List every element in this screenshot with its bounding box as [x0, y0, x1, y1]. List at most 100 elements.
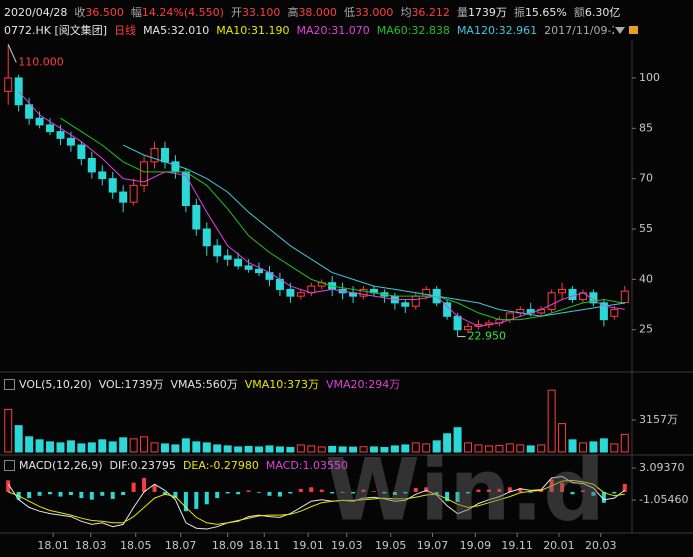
macd-bar: [183, 491, 188, 512]
macd-bar: [382, 491, 387, 494]
macd-bar: [298, 488, 303, 492]
x-tick-label: 18.03: [75, 539, 107, 552]
macd-legend: MACD:1.03550: [265, 459, 349, 472]
quote-label: 开: [230, 6, 242, 19]
candle-body: [140, 161, 149, 186]
volume-legend-row: VOL(5,10,20) VOL:1739万 VMA5:560万 VMA10:373万…: [4, 376, 400, 392]
macd-bar: [267, 491, 272, 496]
x-tick-label: 20.01: [543, 539, 575, 552]
quote-label: 均: [400, 6, 412, 19]
quote-value: 15.65%: [524, 6, 567, 19]
quote-item: 收36.500: [74, 4, 124, 20]
quote-item: 低33.000: [344, 4, 394, 20]
max-label: 110.000: [18, 55, 64, 68]
quote-value: 36.500: [85, 6, 124, 19]
volume-bar: [25, 436, 34, 453]
x-tick-label: 19.09: [460, 539, 492, 552]
volume-bar: [568, 439, 577, 453]
volume-bar: [98, 439, 107, 453]
macd-line: [7, 475, 626, 530]
volume-bar: [35, 439, 44, 453]
candle-body: [223, 255, 232, 260]
macd-bar: [236, 491, 241, 495]
macd-bar: [27, 491, 32, 499]
help-box: [4, 378, 15, 390]
volume-bar: [171, 444, 180, 453]
y-tick-label: 25: [639, 323, 653, 336]
volume-bar: [14, 425, 23, 453]
volume-bar: [401, 444, 410, 453]
x-tick-label: 19.01: [292, 539, 324, 552]
macd-bar: [340, 491, 345, 493]
volume-bar: [495, 444, 504, 453]
candle-body: [98, 171, 107, 180]
volume-bar: [255, 446, 264, 453]
ma-line: [18, 91, 625, 327]
volume-bar: [422, 443, 431, 453]
macd-bar: [486, 489, 491, 492]
volume-bar: [432, 440, 441, 453]
volume-bar: [77, 443, 86, 453]
volume-bar: [181, 438, 190, 453]
candle-body: [4, 77, 13, 92]
candle-body: [547, 292, 556, 311]
volume-bar: [505, 443, 514, 453]
macd-bar: [445, 491, 450, 502]
volume-bar: [66, 440, 75, 453]
min-label: 22.950: [468, 330, 507, 343]
macd-legend: DEA:-0.27980: [182, 459, 259, 472]
volume-bar: [307, 445, 316, 453]
candle-body: [77, 144, 86, 160]
quote-item: 均36.212: [400, 4, 450, 20]
quote-value: 33.000: [354, 6, 394, 19]
volume-bar: [589, 441, 598, 453]
quote-row: 2020/04/28 收36.500 幅14.24%(4.550) 开33.100 高3…: [4, 4, 620, 20]
volume-bar: [610, 443, 619, 453]
macd-bar: [288, 491, 293, 494]
volume-bar: [411, 442, 420, 453]
volume-bar: [213, 444, 222, 453]
help-box: [4, 460, 15, 471]
quote-label: 高: [287, 6, 299, 19]
dropdown-icon[interactable]: [615, 27, 625, 34]
macd-bar: [110, 491, 115, 499]
candle-body: [171, 161, 180, 173]
macd-bar: [560, 482, 565, 492]
candle-body: [56, 131, 65, 139]
volume-bar: [578, 442, 587, 453]
candle-body: [234, 258, 243, 267]
ma-legend: MA10:31.190: [216, 23, 290, 37]
candle-body: [401, 302, 410, 307]
quote-label: 额: [573, 6, 585, 19]
quote-value: 14.24%(4.550): [141, 6, 224, 19]
macd-bar: [152, 484, 157, 492]
candle-body: [359, 288, 368, 297]
macd-bar: [392, 491, 397, 496]
lock-icon[interactable]: [629, 26, 638, 34]
macd-bar: [173, 491, 178, 499]
macd-bar: [246, 490, 251, 492]
candle-body: [46, 124, 55, 133]
macd-bar: [277, 491, 282, 497]
quote-label: 振: [513, 6, 525, 19]
macd-bar: [58, 491, 63, 497]
candle-body: [66, 137, 75, 146]
volume-bar: [443, 433, 452, 453]
candle-body: [558, 288, 567, 294]
macd-bar: [257, 491, 262, 493]
macd-bar: [518, 488, 523, 492]
ma-legend: MA5:32.010: [143, 23, 210, 37]
x-tick-label: 19.11: [501, 539, 533, 552]
candle-body: [192, 205, 201, 230]
candle-body: [14, 77, 23, 106]
macd-bar: [528, 491, 533, 493]
volume-bar: [46, 441, 55, 453]
volume-bar: [349, 446, 358, 453]
candle-body: [129, 184, 138, 203]
candle-body: [181, 171, 190, 207]
candle-body: [610, 309, 619, 317]
y-tick-label: 55: [639, 222, 653, 235]
volume-bar: [192, 441, 201, 453]
macd-bar: [612, 491, 617, 494]
quote-label: 幅: [130, 6, 142, 19]
